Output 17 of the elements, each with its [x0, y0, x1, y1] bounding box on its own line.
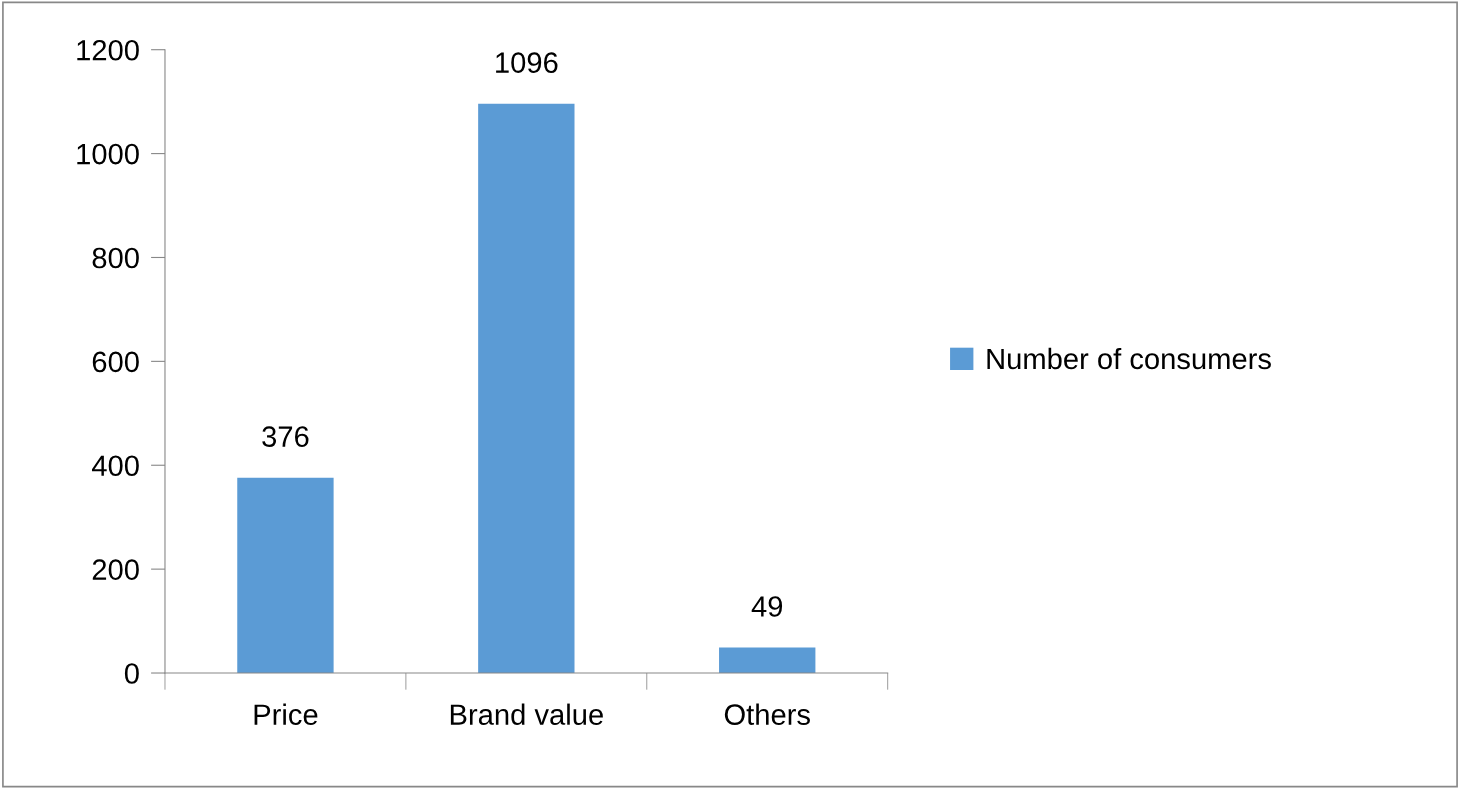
data-label: 49 [751, 596, 783, 617]
y-tick-label: 400 [91, 455, 139, 477]
y-tick-label: 200 [92, 559, 139, 580]
bar [478, 103, 575, 674]
data-label: 1096 [496, 52, 558, 73]
y-tick-label: 1000 [77, 143, 139, 165]
bar [719, 647, 816, 674]
x-tick-label: Brand value [450, 703, 603, 725]
bar [237, 477, 334, 674]
y-tick-label: 600 [92, 351, 139, 373]
y-tick-label: 0 [124, 663, 139, 684]
y-tick-label: 800 [92, 247, 139, 269]
x-tick-label: Others [724, 703, 810, 725]
x-tick-label: Price [254, 703, 318, 725]
y-tick-label: 1200 [77, 39, 139, 61]
legend-label: Number of consumers [987, 347, 1271, 370]
data-label: 376 [262, 426, 309, 447]
